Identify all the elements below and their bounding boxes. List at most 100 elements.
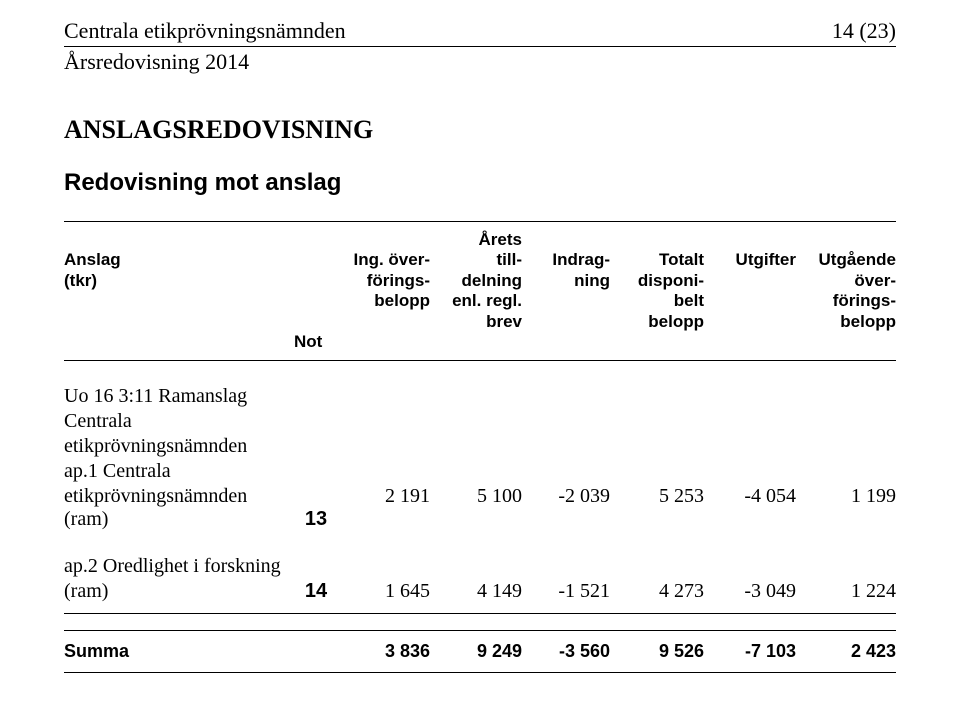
th-label <box>64 222 294 251</box>
th-a <box>338 332 430 361</box>
sum-a: 3 836 <box>338 631 430 673</box>
cell-d: 5 253 <box>610 483 704 531</box>
th-d: belt <box>610 291 704 311</box>
th-e <box>704 291 796 311</box>
table-header-row: brev belopp belopp <box>64 312 896 332</box>
row-label-line1: ap.2 Oredlighet i forskning <box>64 531 896 578</box>
th-b: brev <box>430 312 522 332</box>
th-b: enl. regl. <box>430 291 522 311</box>
sum-f: 2 423 <box>796 631 896 673</box>
th-c: Indrag- <box>522 250 610 270</box>
th-b <box>430 332 522 361</box>
table-header-row: Not <box>64 332 896 361</box>
table-row: ap.1 Centrala <box>64 458 896 483</box>
spacer-row <box>64 614 896 631</box>
th-f: belopp <box>796 312 896 332</box>
th-note <box>294 271 338 291</box>
page-indicator: 14 (23) <box>832 18 896 44</box>
group-row: Uo 16 3:11 Ramanslag <box>64 361 896 409</box>
summary-row: Summa 3 836 9 249 -3 560 9 526 -7 103 2 … <box>64 631 896 673</box>
group-line2: Centrala <box>64 408 896 433</box>
table-row: ap.2 Oredlighet i forskning <box>64 531 896 578</box>
table-row: (ram) 14 1 645 4 149 -1 521 4 273 -3 049… <box>64 578 896 603</box>
cell-d: 4 273 <box>610 578 704 603</box>
th-c <box>522 332 610 361</box>
th-d: Totalt <box>610 250 704 270</box>
table-row: etikprövningsnämnden (ram) 13 2 191 5 10… <box>64 483 896 531</box>
th-a: belopp <box>338 291 430 311</box>
page-header: Centrala etikprövningsnämnden 14 (23) <box>64 18 896 47</box>
section-heading-2: Redovisning mot anslag <box>64 169 896 197</box>
section-heading-1: ANSLAGSREDOVISNING <box>64 115 896 145</box>
group-line1: Uo 16 3:11 Ramanslag <box>64 361 896 409</box>
th-a: Ing. över- <box>338 250 430 270</box>
sum-label: Summa <box>64 631 294 673</box>
th-d: belopp <box>610 312 704 332</box>
header-subtitle: Årsredovisning 2014 <box>64 49 896 75</box>
th-d: disponi- <box>610 271 704 291</box>
th-e: Utgifter <box>704 250 796 270</box>
th-b: Årets <box>430 222 522 251</box>
th-f <box>796 222 896 251</box>
table-header-row: Anslag Ing. över- till- Indrag- Totalt U… <box>64 250 896 270</box>
cell-f: 1 199 <box>796 483 896 531</box>
th-label: Anslag <box>64 250 294 270</box>
th-label: (tkr) <box>64 271 294 291</box>
cell-c: -1 521 <box>522 578 610 603</box>
sum-b: 9 249 <box>430 631 522 673</box>
cell-b: 4 149 <box>430 578 522 603</box>
page-container: Centrala etikprövningsnämnden 14 (23) År… <box>0 0 960 691</box>
cell-a: 1 645 <box>338 578 430 603</box>
sum-note <box>294 631 338 673</box>
row-label-line2: (ram) <box>64 578 294 603</box>
cell-c: -2 039 <box>522 483 610 531</box>
group-row: Centrala <box>64 408 896 433</box>
th-a <box>338 222 430 251</box>
table-header-row: belopp enl. regl. belt förings- <box>64 291 896 311</box>
row-label-line1: ap.1 Centrala <box>64 458 896 483</box>
th-note <box>294 222 338 251</box>
th-a: förings- <box>338 271 430 291</box>
row-note: 14 <box>294 578 338 603</box>
th-e <box>704 271 796 291</box>
th-f: över- <box>796 271 896 291</box>
th-c <box>522 222 610 251</box>
th-f: Utgående <box>796 250 896 270</box>
th-d <box>610 332 704 361</box>
separator-row <box>64 603 896 614</box>
th-c: ning <box>522 271 610 291</box>
th-e <box>704 222 796 251</box>
th-c <box>522 312 610 332</box>
th-f <box>796 332 896 361</box>
cell-f: 1 224 <box>796 578 896 603</box>
th-b: till- <box>430 250 522 270</box>
table-header-row: (tkr) förings- delning ning disponi- öve… <box>64 271 896 291</box>
th-c <box>522 291 610 311</box>
th-d <box>610 222 704 251</box>
cell-b: 5 100 <box>430 483 522 531</box>
th-f: förings- <box>796 291 896 311</box>
th-b: delning <box>430 271 522 291</box>
sum-c: -3 560 <box>522 631 610 673</box>
th-note: Not <box>294 332 338 361</box>
group-row: etikprövningsnämnden <box>64 433 896 458</box>
th-note <box>294 250 338 270</box>
th-a <box>338 312 430 332</box>
row-label-line2: etikprövningsnämnden (ram) <box>64 483 294 531</box>
header-title: Centrala etikprövningsnämnden <box>64 18 346 44</box>
cell-a: 2 191 <box>338 483 430 531</box>
th-note <box>294 291 338 311</box>
group-line3: etikprövningsnämnden <box>64 433 896 458</box>
th-label <box>64 332 294 361</box>
th-label <box>64 291 294 311</box>
th-label <box>64 312 294 332</box>
table-header-row: Årets <box>64 222 896 251</box>
th-e <box>704 332 796 361</box>
cell-e: -4 054 <box>704 483 796 531</box>
anslag-table: Årets Anslag Ing. över- till- Indrag- To… <box>64 221 896 673</box>
row-note: 13 <box>294 483 338 531</box>
th-e <box>704 312 796 332</box>
th-note <box>294 312 338 332</box>
sum-d: 9 526 <box>610 631 704 673</box>
cell-e: -3 049 <box>704 578 796 603</box>
